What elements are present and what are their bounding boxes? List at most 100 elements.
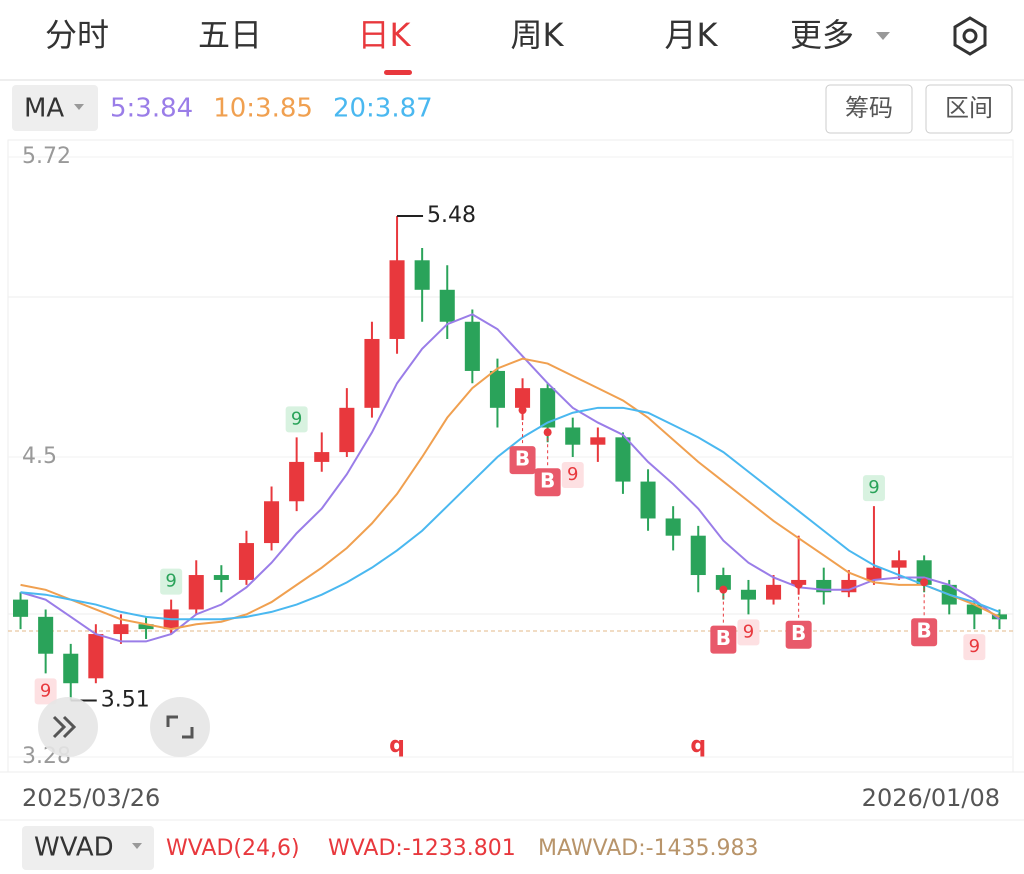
candle-body: [113, 624, 129, 635]
tab[interactable]: 分时: [45, 16, 109, 54]
signal-dot: [920, 578, 929, 587]
tab[interactable]: 五日: [198, 16, 262, 54]
gear-center: [962, 28, 978, 44]
y-tick-label: 5.72: [22, 144, 71, 169]
candle-body: [38, 616, 54, 654]
min-label: 3.51: [101, 687, 150, 712]
signal-dot: [518, 406, 527, 415]
legend-entry: 5:3.84: [110, 94, 193, 124]
end-date: 2026/01/08: [862, 784, 1000, 812]
signal-nine: 9: [291, 408, 302, 429]
tab[interactable]: 更多: [790, 16, 854, 54]
signal-nine: 9: [868, 477, 879, 498]
candle-body: [88, 634, 104, 679]
tab[interactable]: 日K: [358, 16, 412, 54]
candle-body: [13, 599, 29, 617]
candle-body: [63, 653, 79, 684]
signal-b: B: [917, 619, 932, 643]
candle-body: [289, 461, 305, 502]
legend-entry: 20:3.87: [333, 94, 433, 124]
wvad-params: WVAD(24,6): [166, 836, 300, 861]
candle-body: [339, 407, 355, 453]
indicator-select[interactable]: [12, 85, 98, 131]
candle-body: [891, 560, 907, 568]
signal-b: B: [515, 447, 530, 471]
hexagon: [953, 16, 987, 56]
candle-body: [188, 575, 204, 610]
signal-box: [862, 475, 885, 502]
button-label: 筹码: [845, 94, 893, 122]
candle-body: [364, 338, 380, 408]
signal-nine: 9: [40, 680, 51, 701]
tab-bar: 分时 五日 日K 周K 月K 更多: [45, 16, 890, 54]
signal-box: [160, 568, 183, 595]
candle-body: [138, 624, 154, 630]
candle-body: [489, 370, 505, 408]
signal-dot: [794, 580, 803, 589]
candle-body: [590, 437, 606, 445]
candle-body: [715, 575, 731, 590]
candle-body: [640, 481, 656, 519]
signal-box: [534, 468, 561, 497]
active-tab-indicator: [384, 70, 412, 75]
y-tick-label: 4.5: [22, 444, 57, 469]
start-date: 2025/03/26: [22, 784, 160, 812]
signal-box: [34, 678, 57, 705]
candle-body: [515, 388, 531, 408]
fullscreen-button[interactable]: [150, 697, 210, 757]
signal-nine: 9: [969, 636, 980, 657]
candle-body: [439, 289, 455, 322]
candle-body: [414, 260, 430, 290]
signal-b: B: [540, 469, 555, 493]
signal-box: [737, 619, 760, 646]
candle-body: [264, 501, 280, 544]
candle-body: [314, 452, 330, 462]
tab[interactable]: 月K: [665, 16, 719, 54]
signal-nine: 9: [743, 621, 754, 642]
candle-body: [389, 260, 405, 339]
candle-body: [540, 388, 556, 428]
wvad-value: WVAD:-1233.801: [328, 836, 516, 861]
ma-legend: 5:3.84 10:3.85 20:3.87: [110, 94, 433, 124]
signal-box: [561, 462, 584, 488]
candle-body: [866, 567, 882, 580]
candle-body: [665, 518, 681, 536]
signal-nine: 9: [165, 571, 176, 592]
circle: [150, 697, 210, 757]
corners: [166, 715, 194, 739]
settings-icon[interactable]: [953, 16, 987, 56]
tab[interactable]: 周K: [511, 16, 565, 54]
signal-b: B: [791, 621, 806, 645]
dropdown-arrow: [74, 104, 84, 110]
candle-body: [740, 589, 756, 600]
candle-body: [213, 575, 229, 580]
chips-button[interactable]: [825, 84, 913, 134]
lower-indicator-name: WVAD: [34, 833, 114, 863]
signal-box: [285, 406, 308, 433]
button-label: 区间: [945, 94, 993, 122]
expand-button[interactable]: [38, 697, 98, 757]
circle: [38, 697, 98, 757]
signal-dot: [543, 428, 552, 437]
signal-nine: 9: [567, 464, 578, 485]
signal-box: [963, 634, 986, 661]
ma-line: [20, 357, 1000, 631]
range-button[interactable]: [925, 84, 1013, 134]
candle-body: [238, 543, 254, 580]
signal-q: q: [690, 733, 706, 758]
signal-box: [509, 446, 536, 475]
candle-body: [690, 535, 706, 576]
signal-dot: [719, 585, 728, 594]
signal-box: [785, 620, 812, 649]
signal-b: B: [716, 626, 731, 650]
signal-box: [710, 625, 737, 654]
dropdown-arrow: [132, 843, 142, 849]
dropdown-arrow: [876, 32, 890, 40]
mawvad-value: MAWVAD:-1435.983: [538, 836, 759, 861]
chevrons: [52, 715, 77, 739]
legend-entry: 10:3.85: [213, 94, 313, 124]
lower-indicator-select[interactable]: [22, 826, 154, 870]
candle-body: [766, 584, 782, 600]
